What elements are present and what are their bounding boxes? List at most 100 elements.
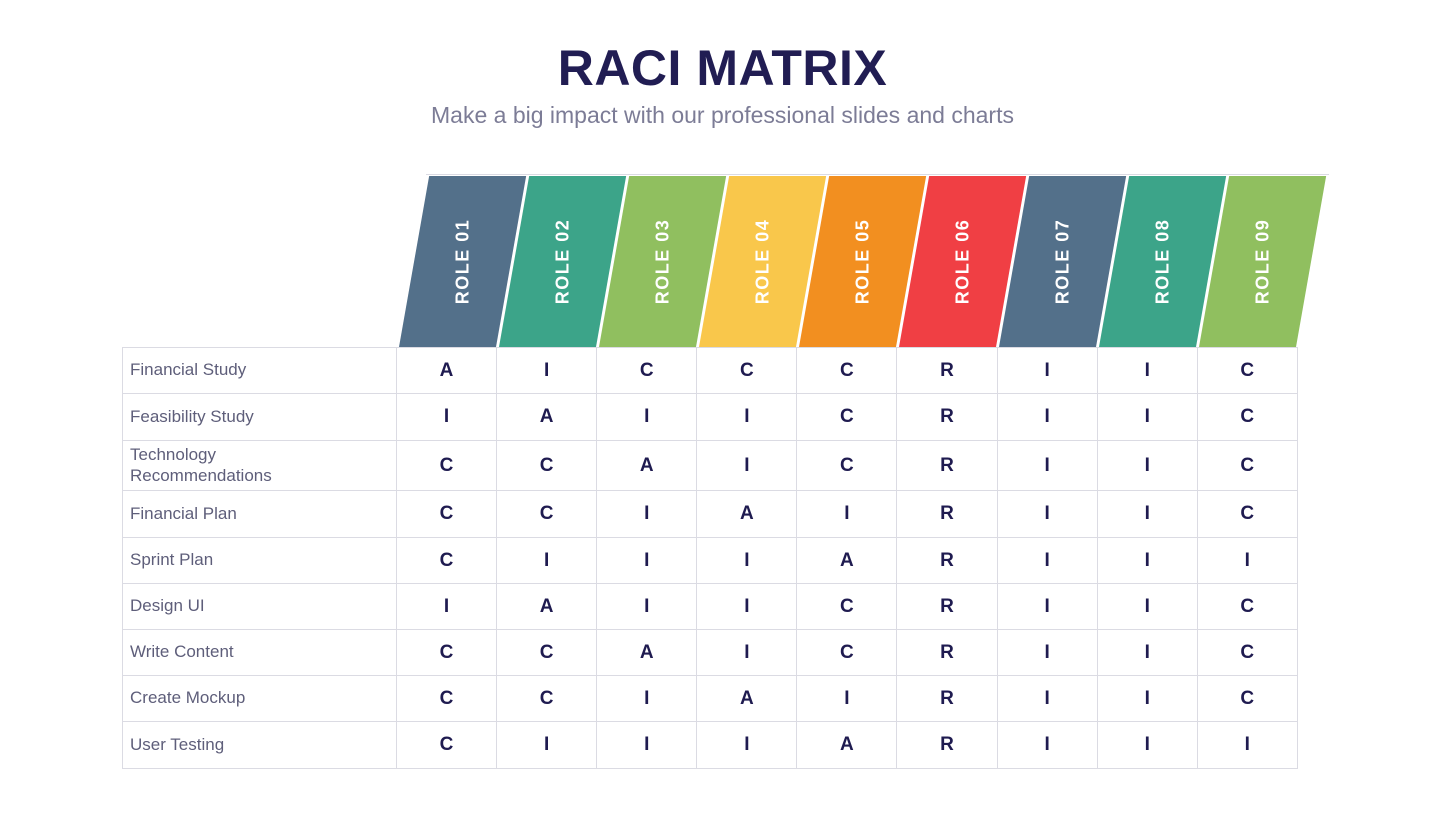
- raci-cell-r7-c3: A: [597, 630, 698, 676]
- raci-cell-r3-c2: C: [497, 441, 598, 491]
- raci-cell-r4-c7: I: [997, 491, 1098, 538]
- raci-cell-r1-c7: I: [997, 348, 1098, 394]
- raci-cell-r6-c9: C: [1197, 584, 1298, 630]
- raci-cell-r4-c9: C: [1197, 491, 1298, 538]
- raci-cell-r7-c7: I: [997, 630, 1098, 676]
- raci-cell-r5-c4: I: [697, 538, 798, 584]
- raci-cell-r9-c3: I: [597, 722, 698, 769]
- raci-cell-r9-c6: R: [897, 722, 998, 769]
- task-label: Financial Study: [123, 348, 397, 394]
- raci-cell-r3-c1: C: [397, 441, 498, 491]
- role-header-label: ROLE 07: [1052, 218, 1073, 305]
- raci-cell-r1-c3: C: [597, 348, 698, 394]
- slide-header: RACI MATRIX Make a big impact with our p…: [0, 0, 1445, 129]
- raci-cell-r6-c5: C: [797, 584, 898, 630]
- raci-cell-r8-c7: I: [997, 676, 1098, 722]
- raci-matrix: ROLE 01 ROLE 02 ROLE 03 ROLE 04 ROLE 05 ROLE …: [122, 174, 1332, 769]
- task-label-text: Write Content: [130, 642, 234, 662]
- raci-cell-r8-c3: I: [597, 676, 698, 722]
- raci-cell-r1-c5: C: [797, 348, 898, 394]
- raci-cell-r3-c5: C: [797, 441, 898, 491]
- raci-cell-r5-c5: A: [797, 538, 898, 584]
- raci-cell-r9-c7: I: [997, 722, 1098, 769]
- raci-cell-r5-c6: R: [897, 538, 998, 584]
- raci-cell-r1-c2: I: [497, 348, 598, 394]
- role-header-label: ROLE 01: [451, 218, 472, 305]
- raci-cell-r5-c2: I: [497, 538, 598, 584]
- raci-cell-r8-c2: C: [497, 676, 598, 722]
- raci-cell-r6-c2: A: [497, 584, 598, 630]
- raci-cell-r3-c8: I: [1097, 441, 1198, 491]
- raci-cell-r9-c8: I: [1097, 722, 1198, 769]
- raci-cell-r8-c9: C: [1197, 676, 1298, 722]
- raci-cell-r9-c4: I: [697, 722, 798, 769]
- raci-cell-r4-c5: I: [797, 491, 898, 538]
- task-label-text: User Testing: [130, 734, 225, 754]
- task-label-text: Feasibility Study: [130, 406, 254, 426]
- raci-cell-r7-c5: C: [797, 630, 898, 676]
- task-label: Financial Plan: [123, 491, 397, 538]
- role-header-label: ROLE 03: [651, 218, 672, 305]
- task-label: Sprint Plan: [123, 538, 397, 584]
- task-label-text: Design UI: [130, 596, 205, 616]
- raci-cell-r7-c2: C: [497, 630, 598, 676]
- raci-cell-r4-c3: I: [597, 491, 698, 538]
- task-label-text: Technology Recommendations: [130, 444, 272, 485]
- raci-cell-r8-c4: A: [697, 676, 798, 722]
- raci-cell-r4-c8: I: [1097, 491, 1198, 538]
- page-subtitle: Make a big impact with our professional …: [431, 101, 1014, 128]
- raci-table: Financial Study A I C C C R I I C Feasibility Stud…: [122, 347, 1298, 769]
- raci-cell-r1-c6: R: [897, 348, 998, 394]
- raci-cell-r5-c9: I: [1197, 538, 1298, 584]
- raci-cell-r1-c1: A: [397, 348, 498, 394]
- raci-cell-r2-c4: I: [697, 394, 798, 441]
- raci-cell-r4-c1: C: [397, 491, 498, 538]
- task-label: Technology Recommendations: [123, 441, 397, 491]
- raci-cell-r7-c9: C: [1197, 630, 1298, 676]
- raci-cell-r2-c6: R: [897, 394, 998, 441]
- raci-cell-r5-c1: C: [397, 538, 498, 584]
- raci-cell-r5-c7: I: [997, 538, 1098, 584]
- raci-cell-r7-c8: I: [1097, 630, 1198, 676]
- task-label: User Testing: [123, 722, 397, 769]
- raci-cell-r2-c7: I: [997, 394, 1098, 441]
- role-header-label: ROLE 09: [1252, 218, 1273, 305]
- task-label: Create Mockup: [123, 676, 397, 722]
- raci-cell-r6-c3: I: [597, 584, 698, 630]
- raci-cell-r7-c1: C: [397, 630, 498, 676]
- raci-cell-r1-c8: I: [1097, 348, 1198, 394]
- raci-cell-r7-c4: I: [697, 630, 798, 676]
- raci-cell-r5-c8: I: [1097, 538, 1198, 584]
- header-top-line: [426, 174, 1329, 175]
- raci-cell-r9-c5: A: [797, 722, 898, 769]
- raci-cell-r8-c5: I: [797, 676, 898, 722]
- raci-cell-r4-c4: A: [697, 491, 798, 538]
- raci-cell-r3-c4: I: [697, 441, 798, 491]
- raci-cell-r6-c4: I: [697, 584, 798, 630]
- raci-cell-r2-c5: C: [797, 394, 898, 441]
- raci-cell-r6-c6: R: [897, 584, 998, 630]
- raci-cell-r3-c3: A: [597, 441, 698, 491]
- raci-cell-r2-c2: A: [497, 394, 598, 441]
- raci-cell-r3-c7: I: [997, 441, 1098, 491]
- raci-cell-r5-c3: I: [597, 538, 698, 584]
- raci-cell-r4-c6: R: [897, 491, 998, 538]
- task-label-text: Financial Study: [130, 360, 247, 380]
- task-label: Design UI: [123, 584, 397, 630]
- raci-cell-r3-c9: C: [1197, 441, 1298, 491]
- raci-cell-r8-c1: C: [397, 676, 498, 722]
- raci-cell-r2-c1: I: [397, 394, 498, 441]
- task-label: Feasibility Study: [123, 394, 397, 441]
- raci-cell-r7-c6: R: [897, 630, 998, 676]
- raci-cell-r9-c2: I: [497, 722, 598, 769]
- raci-cell-r2-c3: I: [597, 394, 698, 441]
- raci-cell-r6-c8: I: [1097, 584, 1198, 630]
- raci-cell-r6-c1: I: [397, 584, 498, 630]
- task-label-text: Financial Plan: [130, 503, 237, 523]
- task-label-text: Create Mockup: [130, 688, 246, 708]
- raci-cell-r1-c4: C: [697, 348, 798, 394]
- role-header-label: ROLE 08: [1152, 218, 1173, 305]
- raci-cell-r8-c8: I: [1097, 676, 1198, 722]
- role-header-label: ROLE 04: [751, 218, 772, 305]
- raci-cell-r9-c9: I: [1197, 722, 1298, 769]
